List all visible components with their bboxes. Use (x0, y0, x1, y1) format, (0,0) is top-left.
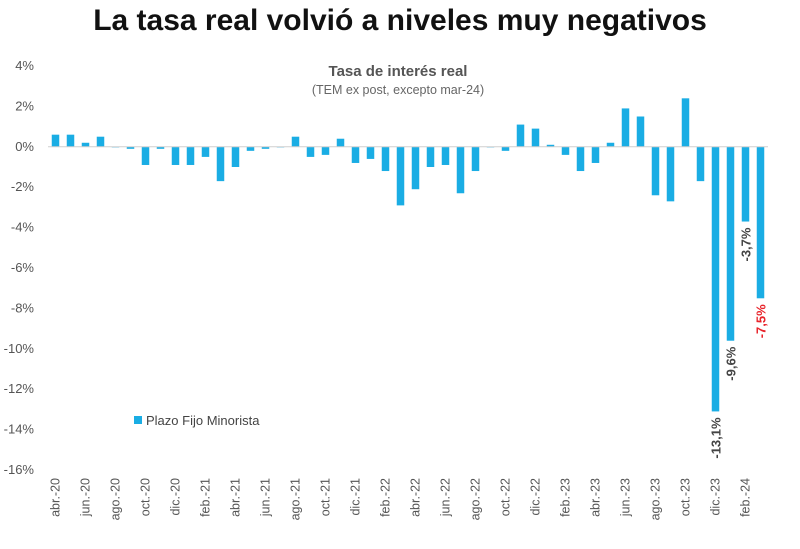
x-tick-label: oct.-21 (319, 478, 333, 516)
bar (246, 146, 255, 151)
y-tick-label: -2% (11, 179, 35, 194)
bar (336, 138, 345, 147)
bar (681, 98, 690, 147)
x-axis: abr.-20 jun.-20 ago.-20 oct.-20 dic.-20 feb.-… (49, 478, 753, 520)
x-tick-label: dic.-23 (709, 478, 723, 516)
bar (666, 146, 675, 202)
x-tick-label: ago.-23 (649, 478, 663, 520)
bar (756, 146, 765, 299)
bar (126, 146, 135, 149)
y-tick-label: -10% (4, 341, 35, 356)
page-headline: La tasa real volvió a niveles muy negati… (93, 4, 707, 37)
x-tick-label: feb.-22 (379, 478, 393, 517)
x-tick-label: abr.-21 (229, 478, 243, 517)
y-tick-label: -16% (4, 462, 35, 477)
bar (96, 136, 105, 147)
bar (456, 146, 465, 194)
bar (156, 146, 165, 149)
x-tick-label: oct.-23 (679, 478, 693, 516)
y-tick-label: -14% (4, 422, 35, 437)
bar (141, 146, 150, 165)
bar (216, 146, 225, 182)
y-tick-label: -6% (11, 260, 35, 275)
x-tick-label: feb.-21 (199, 478, 213, 517)
x-tick-label: ago.-20 (109, 478, 123, 520)
y-tick-label: 4% (15, 58, 34, 73)
legend: Plazo Fijo Minorista (134, 413, 260, 428)
bar (696, 146, 705, 182)
data-labels: -13,1% -9,6% -3,7% -7,5% (709, 227, 769, 459)
x-tick-label: abr.-23 (589, 478, 603, 517)
x-tick-label: jun.-23 (619, 478, 633, 517)
bar (381, 146, 390, 172)
bar (546, 144, 555, 147)
bar (591, 146, 600, 163)
x-tick-label: jun.-22 (439, 478, 453, 517)
x-tick-label: feb.-24 (739, 478, 753, 517)
bar (351, 146, 360, 163)
bar (501, 146, 510, 151)
bar (321, 146, 330, 155)
bar (261, 146, 270, 149)
bar (411, 146, 420, 190)
bar (636, 116, 645, 147)
x-tick-label: ago.-21 (289, 478, 303, 520)
y-tick-label: -8% (11, 300, 35, 315)
x-tick-label: dic.-22 (529, 478, 543, 516)
bar (291, 136, 300, 147)
bar (741, 146, 750, 222)
legend-label: Plazo Fijo Minorista (146, 413, 260, 428)
bar (51, 134, 60, 147)
x-tick-label: jun.-21 (259, 478, 273, 517)
chart-subtitle: (TEM ex post, excepto mar-24) (312, 83, 484, 97)
bar (516, 124, 525, 147)
bar (186, 146, 195, 165)
data-label: -3,7% (739, 227, 754, 261)
y-tick-label: -4% (11, 220, 35, 235)
bar (441, 146, 450, 165)
bar (606, 142, 615, 147)
x-tick-label: abr.-20 (49, 478, 63, 517)
legend-swatch (134, 416, 142, 424)
x-tick-label: oct.-22 (499, 478, 513, 516)
bar (471, 146, 480, 172)
bar (66, 134, 75, 147)
bar (396, 146, 405, 206)
bar (726, 146, 735, 341)
x-tick-label: oct.-20 (139, 478, 153, 516)
data-label: -7,5% (754, 304, 769, 338)
bar (201, 146, 210, 157)
data-label: -9,6% (724, 346, 739, 380)
chart-title: Tasa de interés real (329, 63, 468, 80)
x-tick-label: dic.-21 (349, 478, 363, 516)
bar (366, 146, 375, 159)
x-tick-label: jun.-20 (79, 478, 93, 517)
bar (306, 146, 315, 157)
y-tick-label: -12% (4, 381, 35, 396)
bar (231, 146, 240, 167)
bar (81, 142, 90, 147)
x-tick-label: abr.-22 (409, 478, 423, 517)
bar (561, 146, 570, 155)
data-label: -13,1% (709, 417, 724, 459)
bar (621, 108, 630, 147)
bar (531, 128, 540, 147)
bar-series (51, 98, 765, 412)
bar (171, 146, 180, 165)
bar (711, 146, 720, 412)
bar (651, 146, 660, 196)
x-tick-label: ago.-22 (469, 478, 483, 520)
x-tick-label: feb.-23 (559, 478, 573, 517)
bar (426, 146, 435, 167)
y-tick-label: 2% (15, 98, 34, 113)
y-tick-label: 0% (15, 139, 34, 154)
y-axis: 4% 2% 0% -2% -4% -6% -8% -10% -12% -14% -16% (4, 58, 35, 477)
bar (576, 146, 585, 172)
x-tick-label: dic.-20 (169, 478, 183, 516)
